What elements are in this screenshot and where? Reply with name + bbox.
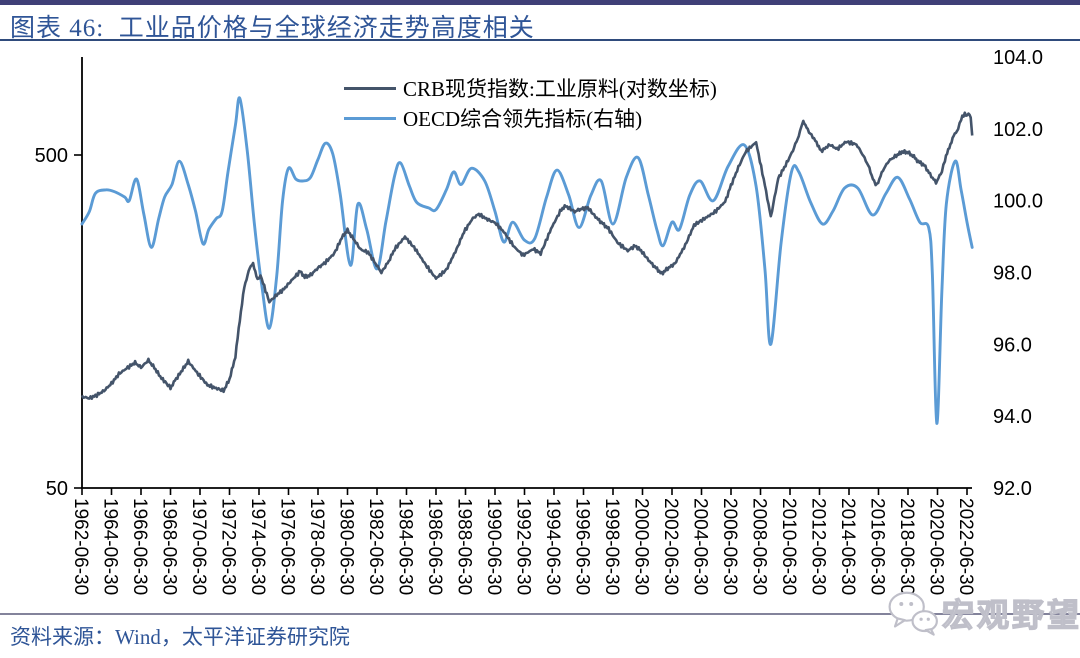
x-axis-tick-label: 1966-06-30	[129, 498, 150, 595]
chart-legend: CRB现货指数:工业原料(对数坐标) OECD综合领先指标(右轴)	[344, 73, 717, 133]
legend-line-swatch-crb	[344, 86, 396, 90]
x-axis-tick-label: 1972-06-30	[218, 498, 239, 595]
watermark-text: 宏观野望	[941, 596, 1080, 633]
left-axis-tick-label: 500	[35, 145, 68, 167]
legend-item-crb: CRB现货指数:工业原料(对数坐标)	[344, 73, 717, 103]
right-axis-tick-label: 96.0	[993, 334, 1032, 356]
x-axis-tick-label: 2006-06-30	[719, 498, 740, 595]
x-axis-tick-label: 1962-06-30	[70, 498, 91, 595]
x-axis-tick-label: 1984-06-30	[395, 498, 416, 595]
x-axis-tick-label: 1998-06-30	[601, 498, 622, 595]
x-axis-tick-label: 2014-06-30	[837, 498, 858, 595]
x-axis-tick-label: 1986-06-30	[424, 498, 445, 595]
x-axis-tick-label: 1968-06-30	[159, 498, 180, 595]
x-axis-tick-label: 1974-06-30	[247, 498, 268, 595]
title-top-rule	[0, 0, 1080, 5]
x-axis-tick-label: 2004-06-30	[690, 498, 711, 595]
x-axis-tick-label: 1988-06-30	[454, 498, 475, 595]
right-axis-tick-label: 104.0	[993, 47, 1043, 69]
legend-item-oecd: OECD综合领先指标(右轴)	[344, 103, 717, 133]
x-axis-tick-label: 1990-06-30	[483, 498, 504, 595]
x-axis-tick-label: 1994-06-30	[542, 498, 563, 595]
x-axis-tick-label: 1964-06-30	[100, 498, 121, 595]
left-axis-tick-label: 50	[46, 478, 68, 500]
legend-line-swatch-oecd	[344, 116, 396, 120]
right-axis-tick-label: 100.0	[993, 191, 1043, 213]
legend-label-oecd: OECD综合领先指标(右轴)	[403, 107, 643, 131]
wechat-chat-icon	[888, 591, 938, 636]
right-axis-tick-label: 102.0	[993, 119, 1043, 141]
x-axis-tick-label: 2000-06-30	[631, 498, 652, 595]
x-axis-tick-label: 2018-06-30	[896, 498, 917, 595]
series-crb-path	[80, 111, 974, 400]
right-axis-tick-label: 98.0	[993, 263, 1032, 285]
x-axis-tick-label: 1996-06-30	[572, 498, 593, 595]
title-underline	[0, 39, 1080, 41]
x-axis-tick-label: 2016-06-30	[867, 498, 888, 595]
legend-label-crb: CRB现货指数:工业原料(对数坐标)	[403, 77, 717, 101]
x-axis-tick-label: 2020-06-30	[926, 498, 947, 595]
x-axis-tick-label: 1976-06-30	[277, 498, 298, 595]
x-axis-tick-label: 1980-06-30	[336, 498, 357, 595]
x-axis-tick-label: 1978-06-30	[306, 498, 327, 595]
x-axis-tick-label: 1992-06-30	[513, 498, 534, 595]
x-axis-tick-label: 2008-06-30	[749, 498, 770, 595]
source-text: 资料来源：Wind，太平洋证券研究院	[10, 625, 350, 649]
x-axis-tick-label: 1970-06-30	[188, 498, 209, 595]
footer-divider	[0, 613, 1080, 615]
x-axis-tick-label: 1982-06-30	[365, 498, 386, 595]
x-axis-tick-label: 2010-06-30	[778, 498, 799, 595]
right-axis-tick-label: 92.0	[993, 478, 1032, 500]
watermark: 宏观野望	[886, 588, 1080, 638]
x-axis-tick-label: 2012-06-30	[808, 498, 829, 595]
x-axis-tick-label: 2022-06-30	[955, 498, 976, 595]
right-axis-tick-label: 94.0	[993, 406, 1032, 428]
x-axis-tick-label: 2002-06-30	[660, 498, 681, 595]
series-oecd-path	[80, 96, 974, 425]
figure-title: 图表 46: 工业品价格与全球经济走势高度相关	[10, 15, 535, 42]
